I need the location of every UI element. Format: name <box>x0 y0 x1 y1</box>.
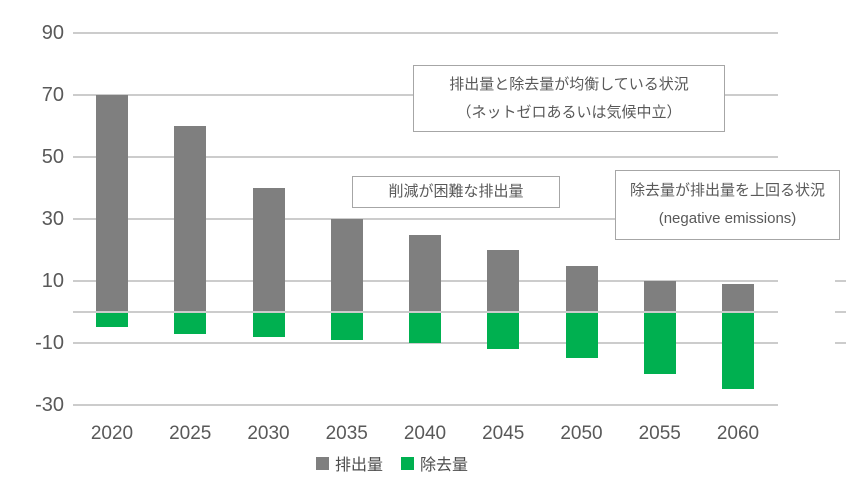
gridline--30 <box>73 403 778 406</box>
annotation-box-net-zero: 排出量と除去量が均衡している状況 （ネットゼロあるいは気候中立） <box>413 65 725 132</box>
y-tick-label-30: 30 <box>41 208 64 231</box>
x-tick-label-2040: 2040 <box>403 423 447 444</box>
gridline-stub-10 <box>835 280 846 283</box>
annotation-text-line: 除去量が排出量を上回る状況 <box>629 182 825 199</box>
gridline--10 <box>73 341 778 344</box>
x-tick-label-2050: 2050 <box>560 423 603 444</box>
annotation-text-line: (negative emissions) <box>658 210 797 227</box>
gridline-30 <box>73 218 778 221</box>
bar-removals-2020 <box>96 312 128 328</box>
x-tick-label-2030: 2030 <box>247 423 290 444</box>
bar-emissions-2045 <box>487 250 520 312</box>
y-tick-label--10: -10 <box>35 331 64 354</box>
gridline-90 <box>73 32 778 35</box>
x-tick-label-2035: 2035 <box>325 423 368 444</box>
bar-removals-2045 <box>487 312 520 350</box>
annotation-box-negative-emissions: 除去量が排出量を上回る状況 (negative emissions) <box>615 170 840 240</box>
annotation-text-line: 削減が困難な排出量 <box>388 183 524 200</box>
legend-swatch-removals <box>401 456 414 470</box>
bar-removals-2035 <box>330 312 363 340</box>
x-tick-label-2045: 2045 <box>482 423 525 444</box>
gridline-50 <box>73 156 778 159</box>
bar-emissions-2040 <box>409 234 441 312</box>
legend-item-removals: 除去量 <box>401 451 468 475</box>
y-tick-label-70: 70 <box>41 84 64 107</box>
x-tick-label-2025: 2025 <box>169 423 212 444</box>
annotation-text-line: 排出量と除去量が均衡している状況 <box>449 75 689 93</box>
y-tick-label-10: 10 <box>41 270 64 293</box>
bar-emissions-2035 <box>330 219 363 312</box>
bar-emissions-2030 <box>252 188 285 312</box>
y-tick-label-50: 50 <box>41 146 64 169</box>
bar-emissions-2020 <box>96 95 128 312</box>
gridline-stub-0 <box>835 311 846 313</box>
bar-emissions-2025 <box>174 126 207 312</box>
bar-removals-2030 <box>252 312 285 337</box>
legend-swatch-emissions <box>315 456 329 470</box>
legend-label-removals: 除去量 <box>420 457 469 474</box>
bar-emissions-2050 <box>565 265 598 312</box>
bar-emissions-2055 <box>643 281 676 312</box>
x-tick-label-2020: 2020 <box>90 423 134 444</box>
legend: 排出量 除去量 <box>0 451 784 475</box>
bar-removals-2050 <box>565 312 598 359</box>
legend-item-emissions: 排出量 <box>315 451 383 475</box>
gridline-stub--10 <box>835 341 846 344</box>
bar-emissions-2060 <box>722 284 754 312</box>
x-tick-label-2055: 2055 <box>638 423 681 444</box>
annotation-box-hard-to-abate: 削減が困難な排出量 <box>352 176 560 208</box>
y-tick-label--30: -30 <box>35 393 64 416</box>
bar-removals-2025 <box>174 312 207 334</box>
annotation-text-line: （ネットゼロあるいは気候中立） <box>456 103 682 121</box>
x-tick-label-2060: 2060 <box>716 423 760 444</box>
legend-label-emissions: 排出量 <box>334 457 383 474</box>
y-tick-label-90: 90 <box>41 22 64 45</box>
bar-removals-2055 <box>643 312 676 374</box>
bar-removals-2040 <box>409 312 441 343</box>
bar-removals-2060 <box>722 312 754 390</box>
zero-axis-line <box>73 311 778 313</box>
